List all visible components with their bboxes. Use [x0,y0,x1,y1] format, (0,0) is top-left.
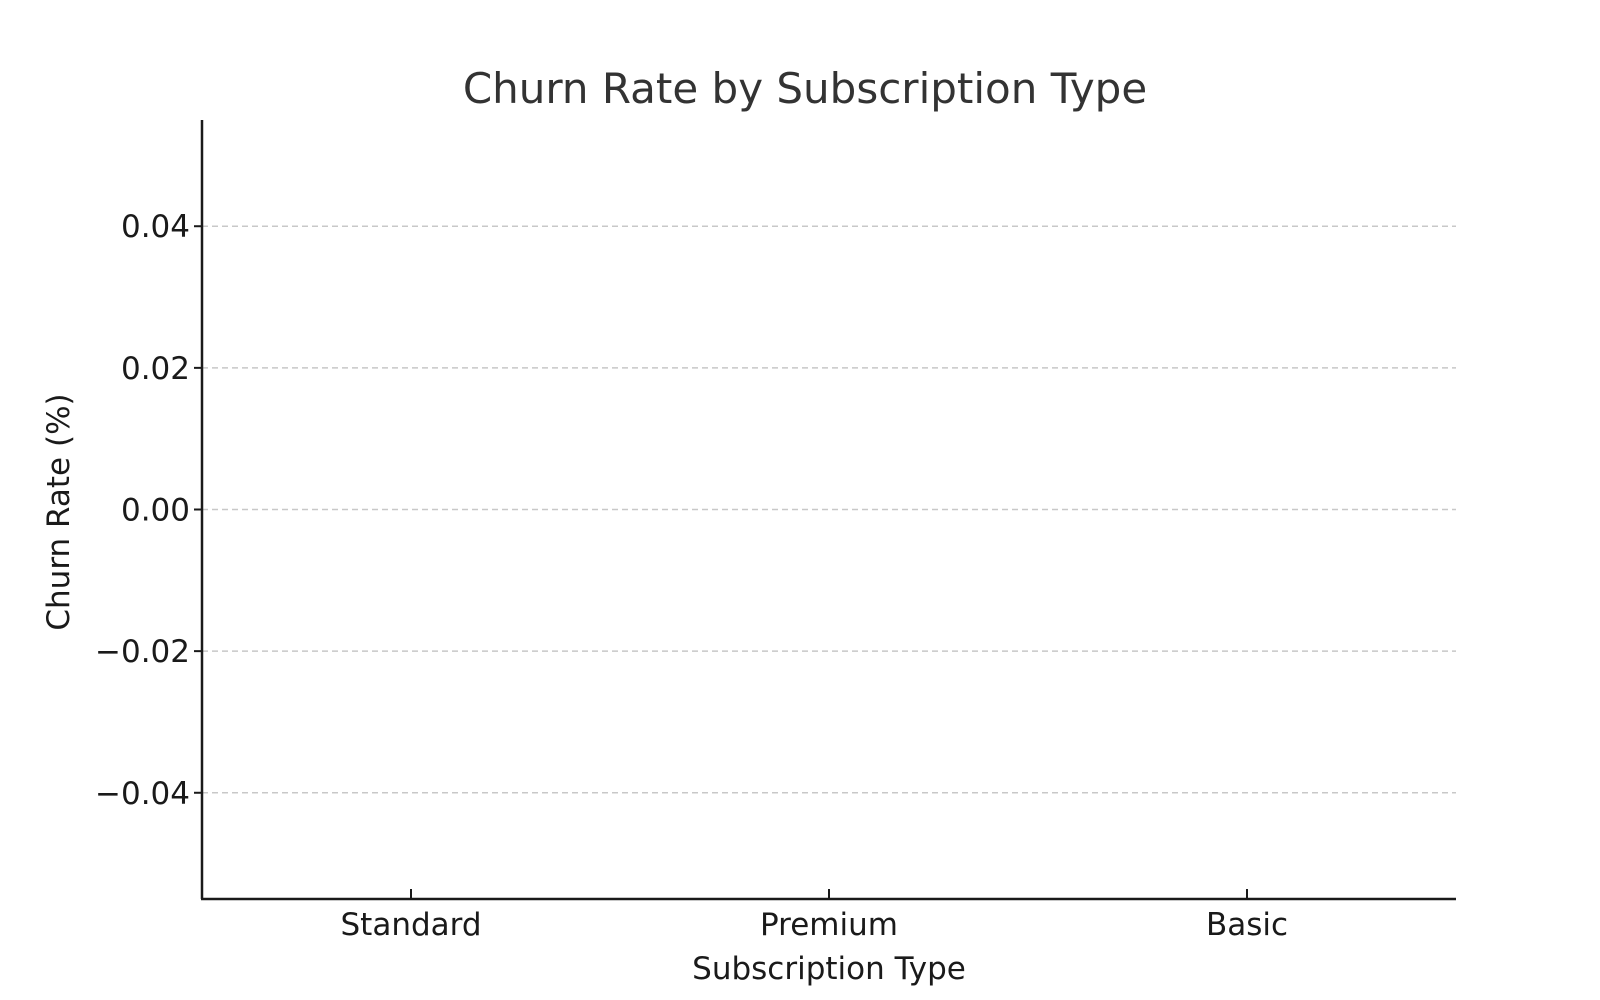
y-tick-label: 0.04 [121,209,190,245]
grid-lines [202,225,1456,794]
x-ticks: Standard Premium Basic [340,889,1288,943]
y-tick-label: 0.02 [121,351,190,387]
y-axis-label: Churn Rate (%) [41,393,77,630]
y-tick-label: −0.02 [95,634,190,670]
x-axis-label: Subscription Type [692,951,966,987]
y-tick-label: −0.04 [95,776,190,812]
y-tick-label: 0.00 [121,493,190,529]
x-tick-label: Premium [760,907,898,943]
chart-title: Churn Rate by Subscription Type [463,64,1147,113]
x-tick-label: Standard [340,907,481,943]
y-ticks: 0.04 0.02 0.00 −0.02 −0.04 [95,209,202,812]
x-tick-label: Basic [1206,907,1288,943]
